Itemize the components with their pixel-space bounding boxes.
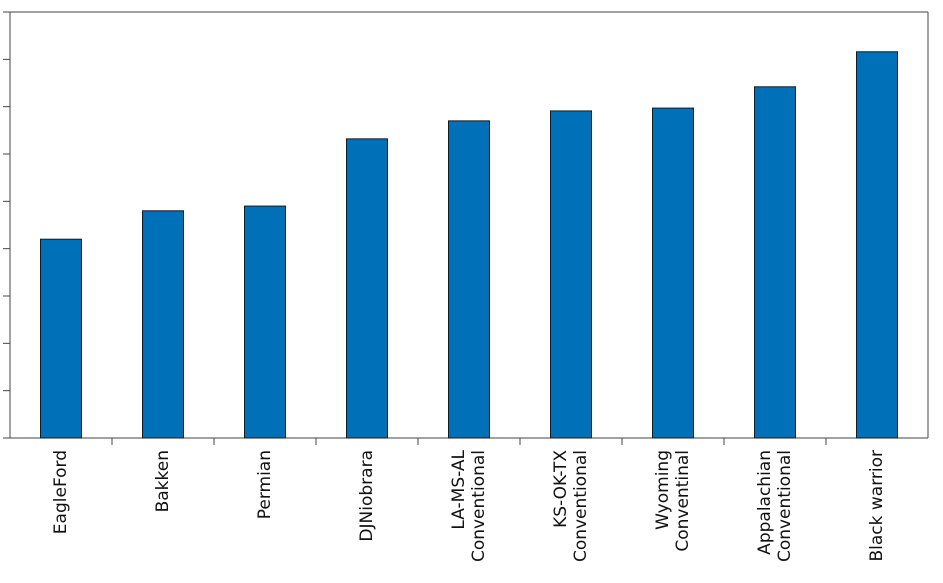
x-tick-label-line: KS-OK-TX xyxy=(551,450,571,528)
x-tick-label-line: Conventional xyxy=(775,450,795,562)
x-tick-label-line: Conventional xyxy=(571,450,591,562)
bar xyxy=(448,120,490,439)
x-tick-label-line: DJNiobrara xyxy=(357,450,377,542)
x-tick-label: AppalachianConventional xyxy=(755,450,795,562)
x-tick-label-line: Conventional xyxy=(469,450,489,562)
x-tick-label-line: LA-MS-AL xyxy=(449,449,469,529)
x-tick-label-line: Permian xyxy=(255,450,275,519)
x-tick-label: Permian xyxy=(255,450,275,519)
x-tick-label-line: Appalachian xyxy=(755,450,775,555)
bar xyxy=(856,51,898,439)
x-tick-label-line: EagleFord xyxy=(51,450,71,534)
bar xyxy=(550,110,592,439)
x-tick-label-line: Bakken xyxy=(153,450,173,512)
bar xyxy=(40,238,82,439)
x-tick-label-line: Black warrior xyxy=(867,450,887,562)
bar xyxy=(754,86,796,439)
x-tick-label-line: Wyoming xyxy=(653,450,673,530)
bar xyxy=(142,210,184,439)
x-tick-label-line: Conventinal xyxy=(673,450,693,552)
bar xyxy=(652,107,694,439)
x-tick-label: DJNiobrara xyxy=(357,450,377,542)
x-tick-label: LA-MS-ALConventional xyxy=(449,449,489,562)
bar xyxy=(346,138,388,439)
x-tick-label: WyomingConventinal xyxy=(653,450,693,552)
x-tick-label: Black warrior xyxy=(867,450,887,562)
bar xyxy=(244,205,286,439)
x-tick-label: KS-OK-TXConventional xyxy=(551,450,591,562)
x-tick-label: Bakken xyxy=(153,450,173,512)
x-tick-label: EagleFord xyxy=(51,450,71,534)
